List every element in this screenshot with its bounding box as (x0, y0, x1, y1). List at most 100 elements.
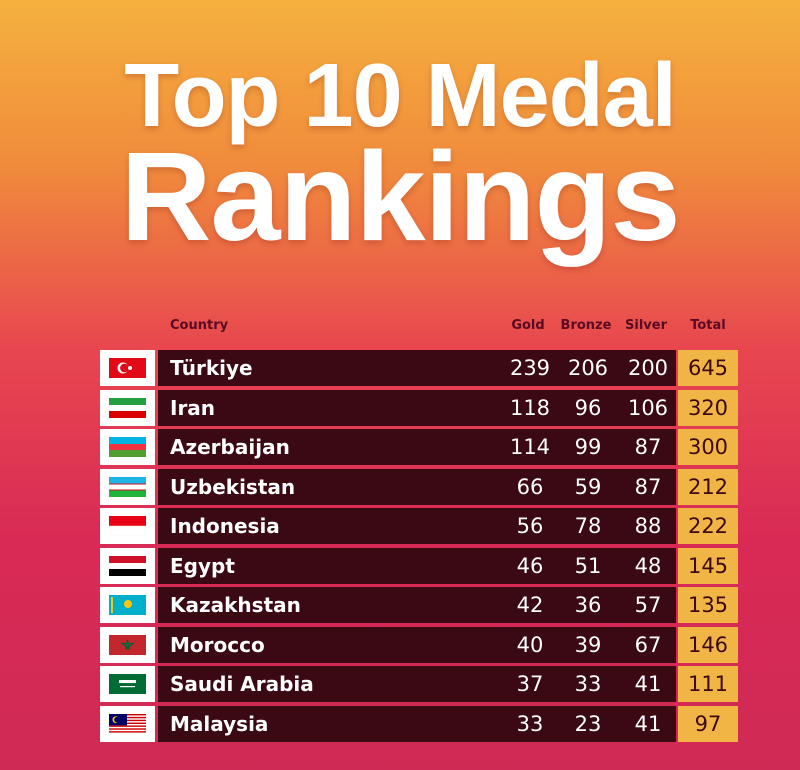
country-name: Malaysia (170, 711, 269, 736)
medal-cell: 36 (574, 593, 602, 617)
row-background (158, 666, 676, 702)
flag-image (109, 555, 146, 576)
row-background (158, 626, 676, 663)
flag (100, 350, 155, 386)
flag-image (109, 397, 146, 418)
total-background (678, 350, 738, 386)
medal-cell: 23 (574, 711, 602, 736)
column-header: Bronze (560, 318, 612, 333)
flag (100, 547, 155, 584)
medal-cell: 87 (634, 435, 662, 459)
flag-image (109, 713, 146, 733)
row-background (158, 705, 676, 742)
row-background (158, 350, 676, 386)
medal-cell: 51 (574, 553, 602, 578)
total-cell: 145 (687, 553, 729, 578)
flag (100, 705, 155, 742)
country-name: Iran (170, 395, 216, 420)
total-background (678, 705, 738, 742)
total-cell: 645 (687, 356, 729, 380)
total-cell: 222 (687, 514, 729, 538)
table-row: Morocco 40 39 67 146 (100, 626, 740, 663)
medal-cell: 78 (574, 514, 602, 538)
country-name: Uzbekistan (170, 474, 296, 499)
row-background (158, 389, 676, 426)
row-background (158, 508, 676, 544)
row-background (158, 468, 676, 505)
medal-cell: 96 (574, 395, 602, 420)
column-header: Silver (625, 318, 667, 333)
total-background (678, 468, 738, 505)
total-cell: 111 (687, 672, 729, 696)
medal-cell: 118 (509, 395, 551, 420)
medal-cell: 41 (634, 672, 662, 696)
flag (100, 626, 155, 663)
medal-cell: 42 (516, 593, 544, 617)
medal-cell: 106 (627, 395, 669, 420)
table-row: Saudi Arabia 37 33 41 111 (100, 666, 740, 702)
country-name: Morocco (170, 632, 265, 657)
total-background (678, 626, 738, 663)
country-name: Türkiye (170, 356, 253, 380)
total-cell: 97 (694, 711, 722, 736)
column-header: Country (170, 318, 229, 333)
flag-image (109, 358, 146, 378)
flag (100, 389, 155, 426)
title: Top 10 Medal (124, 46, 676, 146)
flag-image (109, 476, 146, 497)
medal-cell: 99 (574, 435, 602, 459)
medal-cell: 239 (509, 356, 551, 380)
flag-image (109, 674, 146, 694)
table-row: Indonesia 56 78 88 222 (100, 508, 740, 544)
table-row: Egypt 46 51 48 145 (100, 547, 740, 584)
total-background (678, 429, 738, 465)
country-name: Kazakhstan (170, 593, 301, 617)
total-cell: 300 (687, 435, 729, 459)
country-name: Egypt (170, 553, 235, 578)
medal-cell: 87 (634, 474, 662, 499)
medal-cell: 206 (567, 356, 609, 380)
flag-image (109, 634, 146, 655)
total-cell: 320 (687, 395, 729, 420)
flag (100, 508, 155, 544)
row-background (158, 547, 676, 584)
total-cell: 212 (687, 474, 729, 499)
medal-cell: 33 (574, 672, 602, 696)
flag-image (109, 437, 146, 457)
flag-image (109, 516, 146, 536)
medal-cell: 37 (516, 672, 544, 696)
country-name: Indonesia (170, 514, 280, 538)
medal-cell: 46 (516, 553, 544, 578)
table-row: Azerbaijan 114 99 87 300 (100, 429, 740, 465)
medal-cell: 59 (574, 474, 602, 499)
medal-cell: 56 (516, 514, 544, 538)
medal-cell: 200 (627, 356, 669, 380)
medal-cell: 114 (509, 435, 551, 459)
medal-cell: 57 (634, 593, 662, 617)
total-background (678, 666, 738, 702)
row-background (158, 587, 676, 623)
total-background (678, 587, 738, 623)
column-header: Total (690, 318, 726, 333)
country-name: Azerbaijan (170, 435, 290, 459)
medal-cell: 41 (634, 711, 662, 736)
medal-cell: 48 (634, 553, 662, 578)
table-row: Türkiye 239 206 200 645 (100, 350, 740, 386)
table-row: Kazakhstan 42 36 57 135 (100, 587, 740, 623)
total-cell: 135 (687, 593, 729, 617)
flag-image (109, 595, 146, 615)
title: Rankings (120, 126, 680, 267)
flag (100, 666, 155, 702)
country-name: Saudi Arabia (170, 672, 314, 696)
medal-cell: 88 (634, 514, 662, 538)
flag (100, 587, 155, 623)
table-row: Malaysia 33 23 41 97 (100, 705, 740, 742)
medal-cell: 67 (634, 632, 662, 657)
total-cell: 146 (687, 632, 729, 657)
flag (100, 429, 155, 465)
medal-cell: 39 (574, 632, 602, 657)
total-background (678, 547, 738, 584)
flag (100, 468, 155, 505)
medal-cell: 40 (516, 632, 544, 657)
